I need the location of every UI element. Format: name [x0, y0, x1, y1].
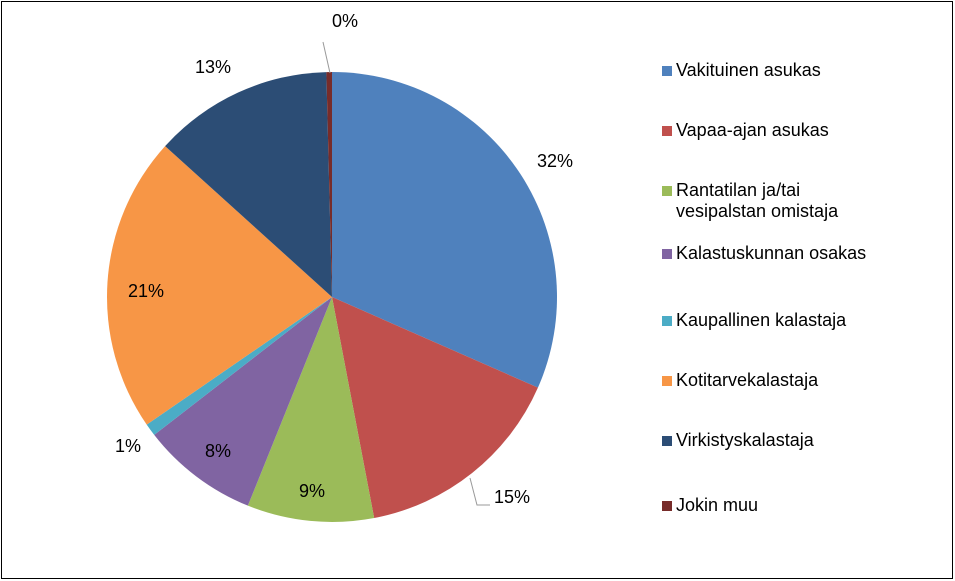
legend-swatch: [662, 316, 672, 326]
data-label: 32%: [537, 151, 573, 171]
legend-label: Kalastuskunnan osakas: [676, 243, 867, 263]
legend-label: Virkistyskalastaja: [676, 430, 814, 450]
pie-slice: [107, 146, 332, 425]
data-label: 13%: [195, 57, 231, 77]
pie-slice: [332, 297, 538, 519]
data-label: 21%: [128, 281, 164, 301]
legend-label: Vapaa-ajan asukas: [676, 120, 829, 140]
legend-swatch: [662, 376, 672, 386]
legend-label: Rantatilan ja/tai vesipalstan omistaja: [676, 180, 839, 221]
legend-entry: Jokin muu: [662, 495, 758, 516]
data-label: 15%: [494, 487, 530, 507]
data-labels: 32% 15% 9% 8% 1% 21% 13% 0%: [115, 11, 573, 507]
legend-entry: Vapaa-ajan asukas: [662, 120, 829, 141]
legend-swatch: [662, 501, 672, 511]
legend-entry: Kalastuskunnan osakas: [662, 243, 866, 264]
legend-entry: Rantatilan ja/tai vesipalstan omistaja: [662, 180, 838, 222]
legend-entry: Vakituinen asukas: [662, 60, 821, 81]
legend-label: Vakituinen asukas: [676, 60, 821, 80]
leader-line: [469, 477, 490, 506]
data-label: 8%: [205, 441, 231, 461]
pie-slice: [146, 297, 332, 435]
legend-swatch: [662, 66, 672, 76]
legend-entry: Kotitarvekalastaja: [662, 370, 818, 391]
legend-swatch: [662, 249, 672, 259]
slices: [107, 72, 557, 522]
pie-slice: [332, 72, 557, 388]
data-label: 0%: [332, 11, 358, 31]
data-label: 9%: [299, 481, 325, 501]
data-label: 1%: [115, 436, 141, 456]
legend-swatch: [662, 436, 672, 446]
pie-slice: [326, 72, 332, 297]
legend-label: Kotitarvekalastaja: [676, 370, 819, 390]
legend-entry: Virkistyskalastaja: [662, 430, 814, 451]
leader-line: [322, 41, 331, 74]
legend-label: Jokin muu: [676, 495, 759, 515]
pie-slice: [247, 297, 375, 522]
pie-slice: [154, 297, 332, 506]
legend-swatch: [662, 186, 672, 196]
pie-slice: [165, 72, 332, 297]
legend-label: Kaupallinen kalastaja: [676, 310, 847, 330]
legend-entry: Kaupallinen kalastaja: [662, 310, 846, 331]
legend-swatch: [662, 126, 672, 136]
